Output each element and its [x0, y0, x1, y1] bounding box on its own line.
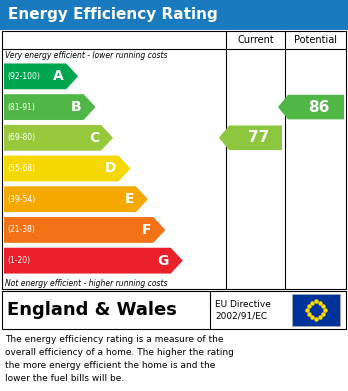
Text: (39-54): (39-54)	[7, 195, 35, 204]
Text: England & Wales: England & Wales	[7, 301, 177, 319]
Polygon shape	[278, 95, 344, 119]
Text: Current: Current	[237, 35, 274, 45]
Text: (92-100): (92-100)	[7, 72, 40, 81]
Text: Potential: Potential	[294, 35, 337, 45]
Polygon shape	[219, 126, 282, 150]
Text: (69-80): (69-80)	[7, 133, 35, 142]
Text: 86: 86	[308, 100, 330, 115]
Text: F: F	[142, 223, 151, 237]
Bar	[2, 31, 346, 289]
Polygon shape	[4, 125, 113, 151]
Text: Energy Efficiency Rating: Energy Efficiency Rating	[8, 7, 218, 23]
Text: A: A	[53, 69, 64, 83]
Bar	[2, 291, 346, 329]
Text: Not energy efficient - higher running costs: Not energy efficient - higher running co…	[5, 279, 167, 288]
Polygon shape	[4, 156, 130, 181]
Polygon shape	[4, 63, 78, 89]
Polygon shape	[4, 187, 148, 212]
Bar	[292, 294, 340, 326]
Text: D: D	[105, 161, 117, 176]
Text: (1-20): (1-20)	[7, 256, 30, 265]
Text: The energy efficiency rating is a measure of the
overall efficiency of a home. T: The energy efficiency rating is a measur…	[5, 335, 234, 382]
Text: EU Directive
2002/91/EC: EU Directive 2002/91/EC	[215, 300, 271, 320]
Polygon shape	[4, 217, 165, 243]
Text: (55-68): (55-68)	[7, 164, 35, 173]
Text: 77: 77	[248, 130, 269, 145]
Text: Very energy efficient - lower running costs: Very energy efficient - lower running co…	[5, 51, 167, 60]
Text: (21-38): (21-38)	[7, 226, 35, 235]
Text: (81-91): (81-91)	[7, 102, 35, 111]
Bar	[0, 0, 348, 30]
Polygon shape	[4, 94, 96, 120]
Text: C: C	[89, 131, 99, 145]
Text: B: B	[71, 100, 81, 114]
Text: G: G	[157, 254, 169, 268]
Polygon shape	[4, 248, 183, 274]
Text: E: E	[124, 192, 134, 206]
